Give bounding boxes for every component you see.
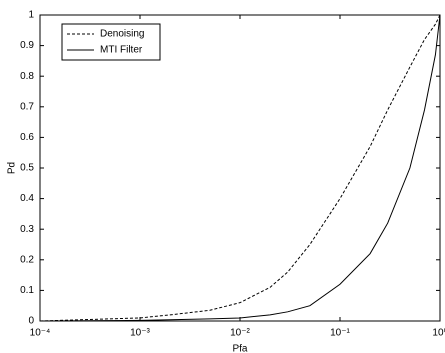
legend-label: Denoising xyxy=(100,29,144,40)
y-tick-label: 0.8 xyxy=(20,71,34,82)
y-tick-label: 0.4 xyxy=(20,193,34,204)
y-tick-label: 0.2 xyxy=(20,254,34,265)
x-tick-label: 10⁻² xyxy=(230,328,250,339)
y-tick-label: 0.5 xyxy=(20,163,34,174)
x-tick-label: 10⁻³ xyxy=(130,328,150,339)
y-tick-label: 0 xyxy=(28,316,34,327)
y-axis-label: Pd xyxy=(7,162,18,174)
series-line xyxy=(39,14,441,322)
y-tick-label: 0.6 xyxy=(20,132,34,143)
legend-box xyxy=(61,23,161,61)
x-axis-label: Pfa xyxy=(232,344,247,353)
x-tick-label: 10⁰ xyxy=(432,328,445,339)
x-tick-label: 10⁻¹ xyxy=(330,328,350,339)
legend-label: MTI Filter xyxy=(100,45,143,56)
y-tick-label: 0.1 xyxy=(20,285,34,296)
y-tick-label: 0.9 xyxy=(20,40,34,51)
y-tick-label: 0.7 xyxy=(20,101,34,112)
y-tick-label: 1 xyxy=(28,10,34,21)
x-tick-label: 10⁻⁴ xyxy=(30,328,51,339)
y-tick-label: 0.3 xyxy=(20,224,34,235)
